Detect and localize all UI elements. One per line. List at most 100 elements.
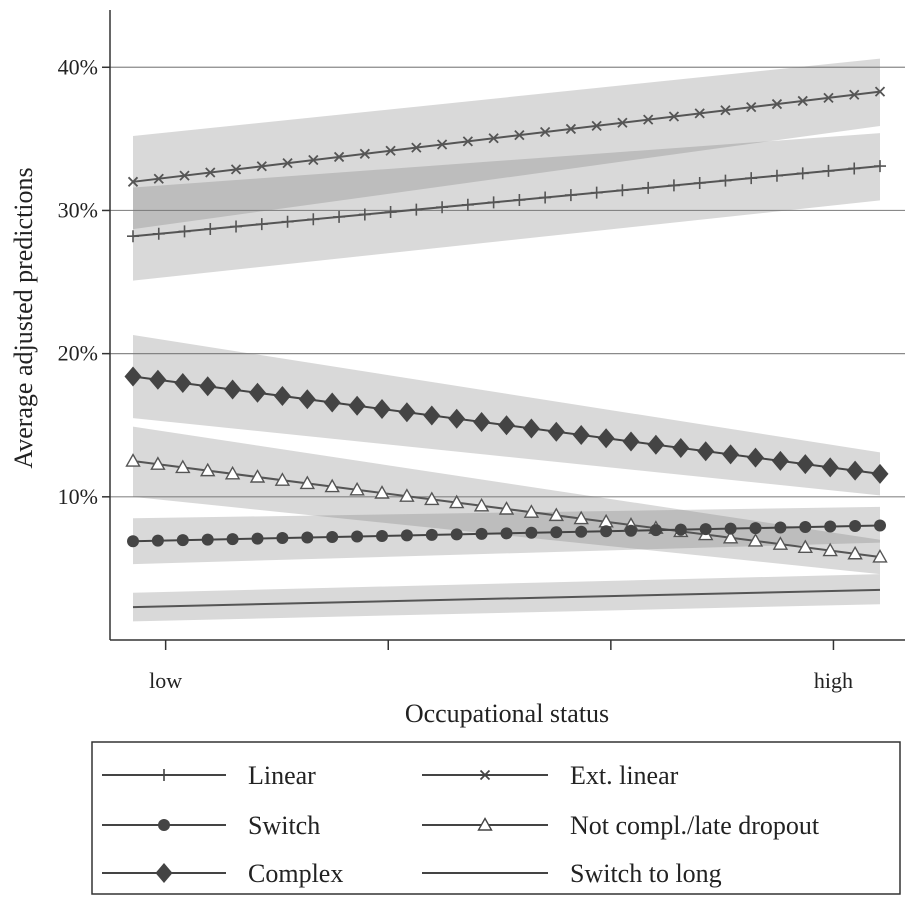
marker-not-compl-late-dropout-3 <box>200 462 216 477</box>
marker-complex-16 <box>522 418 540 439</box>
marker-ext-linear-20 <box>643 114 654 125</box>
marker-switch-0 <box>127 535 139 548</box>
marker-linear-22 <box>693 177 706 190</box>
marker-ext-linear-23 <box>720 105 731 116</box>
marker-complex-26 <box>771 450 789 471</box>
marker-complex-29 <box>846 460 864 481</box>
ci-band-complex <box>133 335 880 496</box>
marker-not-compl-late-dropout-6 <box>274 472 291 486</box>
marker-linear-18 <box>590 186 603 199</box>
marker-complex-2 <box>174 373 192 394</box>
marker-not-compl-late-dropout-14 <box>473 497 490 512</box>
ci-band-linear <box>133 133 880 281</box>
marker-not-compl-late-dropout-10 <box>374 485 390 499</box>
marker-not-compl-late-dropout-5 <box>249 469 266 483</box>
marker-linear-1 <box>152 227 165 240</box>
marker-complex-20 <box>622 431 640 452</box>
legend-marker-not-compl-late-dropout <box>477 817 493 831</box>
y-tick-label-2: 30% <box>58 197 98 222</box>
marker-linear-27 <box>822 164 835 177</box>
marker-complex-14 <box>473 411 491 432</box>
marker-complex-21 <box>647 434 665 455</box>
marker-ext-linear-9 <box>359 148 370 159</box>
marker-linear-15 <box>513 193 526 206</box>
series-line-ext-linear <box>132 90 881 183</box>
marker-switch-3 <box>201 533 214 546</box>
legend-label-ext-linear: Ext. linear <box>570 761 679 790</box>
marker-complex-11 <box>398 402 416 423</box>
marker-switch-30 <box>874 519 886 532</box>
marker-linear-17 <box>564 189 577 202</box>
marker-switch-10 <box>376 529 388 542</box>
y-tick-labels: 10% 20% 30% 40% <box>58 54 98 509</box>
marker-switch-11 <box>400 529 413 542</box>
marker-ext-linear-13 <box>462 136 473 147</box>
legend-label-linear: Linear <box>248 761 316 790</box>
y-axis-title: Average adjusted predictions <box>9 167 38 468</box>
marker-linear-3 <box>204 222 217 235</box>
legend-marker-complex <box>155 863 173 883</box>
marker-linear-25 <box>770 169 783 182</box>
marker-ext-linear-12 <box>436 139 448 150</box>
marker-linear-28 <box>848 162 861 175</box>
axes <box>102 10 905 650</box>
marker-ext-linear-19 <box>617 117 628 128</box>
legend-box <box>91 741 901 895</box>
marker-switch-26 <box>774 521 787 534</box>
marker-complex-22 <box>672 437 690 458</box>
marker-switch-21 <box>649 524 662 537</box>
marker-ext-linear-1 <box>153 173 164 184</box>
marker-ext-linear-14 <box>488 133 499 144</box>
marker-complex-18 <box>572 424 590 445</box>
marker-complex-10 <box>373 399 391 419</box>
ci-band-ext-linear <box>133 58 880 230</box>
marker-ext-linear-27 <box>823 92 834 103</box>
marker-ext-linear-7 <box>308 154 319 166</box>
marker-linear-12 <box>436 201 449 214</box>
marker-complex-17 <box>547 421 565 442</box>
marker-switch-16 <box>525 526 538 539</box>
marker-linear-9 <box>358 208 371 221</box>
marker-not-compl-late-dropout-11 <box>399 488 415 502</box>
marker-ext-linear-4 <box>230 164 242 175</box>
marker-linear-2 <box>178 225 191 238</box>
x-tick-label-0: low <box>149 668 182 693</box>
marker-not-compl-late-dropout-17 <box>548 507 564 522</box>
marker-ext-linear-15 <box>514 130 525 141</box>
legend-marker-linear <box>158 769 170 781</box>
marker-complex-24 <box>722 444 740 465</box>
x-tick-labels: low high <box>149 668 853 693</box>
marker-switch-24 <box>724 522 737 535</box>
marker-ext-linear-2 <box>179 170 190 181</box>
marker-linear-16 <box>539 191 552 204</box>
marker-complex-8 <box>323 392 341 413</box>
marker-not-compl-late-dropout-25 <box>747 533 764 547</box>
marker-complex-19 <box>597 428 615 449</box>
marker-ext-linear-0 <box>127 176 139 187</box>
legend-label-complex: Complex <box>248 859 343 888</box>
ci-band-not-compl-late-dropout <box>133 426 880 575</box>
y-tick-label-1: 20% <box>58 341 98 366</box>
marker-switch-4 <box>226 533 239 546</box>
marker-not-compl-late-dropout-0 <box>125 453 141 467</box>
marker-complex-3 <box>199 376 217 397</box>
marker-not-compl-late-dropout-29 <box>847 545 863 560</box>
marker-switch-20 <box>625 524 637 537</box>
marker-ext-linear-3 <box>205 167 216 178</box>
marker-switch-13 <box>450 528 463 541</box>
marker-switch-23 <box>699 523 712 536</box>
marker-linear-14 <box>487 196 500 209</box>
legend-marker-ext-linear <box>479 769 491 781</box>
marker-ext-linear-24 <box>746 102 757 113</box>
marker-complex-27 <box>796 454 814 475</box>
marker-not-compl-late-dropout-7 <box>299 475 315 490</box>
marker-switch-25 <box>749 522 762 535</box>
grid-lines <box>110 66 905 498</box>
legend-label-switch-to-long: Switch to long <box>570 859 722 888</box>
marker-ext-linear-18 <box>591 120 602 131</box>
marker-switch-2 <box>176 534 189 547</box>
marker-ext-linear-26 <box>797 95 808 107</box>
series-line-switch-to-long <box>132 588 881 609</box>
marker-ext-linear-11 <box>411 142 422 153</box>
